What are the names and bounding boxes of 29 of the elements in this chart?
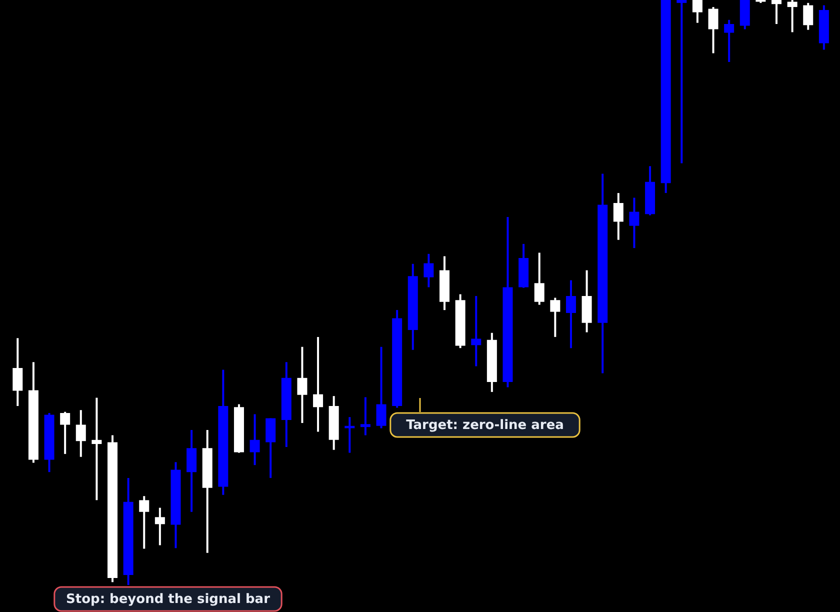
- candlestick: [376, 346, 386, 430]
- candlestick: [297, 346, 308, 424]
- candlestick: [566, 279, 576, 350]
- candlestick: [471, 295, 482, 368]
- candlestick: [787, 0, 798, 34]
- text: Stop: beyond the signal bar: [66, 592, 271, 607]
- candlestick: [550, 296, 560, 338]
- candlestick: [724, 18, 734, 64]
- candlestick: [154, 506, 165, 546]
- candlestick: [139, 495, 150, 550]
- candlestick: [803, 2, 814, 31]
- candlestick: [534, 252, 544, 306]
- candlestick: [92, 396, 102, 502]
- candlestick: [12, 337, 23, 407]
- candlestick: [708, 6, 718, 54]
- candlestick: [772, 0, 782, 25]
- candlestick: [424, 252, 434, 288]
- candlestick: [76, 409, 86, 458]
- candlestick: [629, 196, 640, 250]
- candlestick: [313, 336, 324, 433]
- candlestick: [360, 396, 370, 436]
- candlestick: [250, 413, 260, 466]
- candlestick: [692, 0, 702, 24]
- candlestick: [60, 410, 70, 455]
- candlestick: [613, 192, 624, 241]
- candlestick: [186, 428, 197, 513]
- candlestick: [266, 417, 276, 479]
- candlestick: [676, 0, 687, 164]
- annotation: Target: zero-line area: [406, 418, 564, 433]
